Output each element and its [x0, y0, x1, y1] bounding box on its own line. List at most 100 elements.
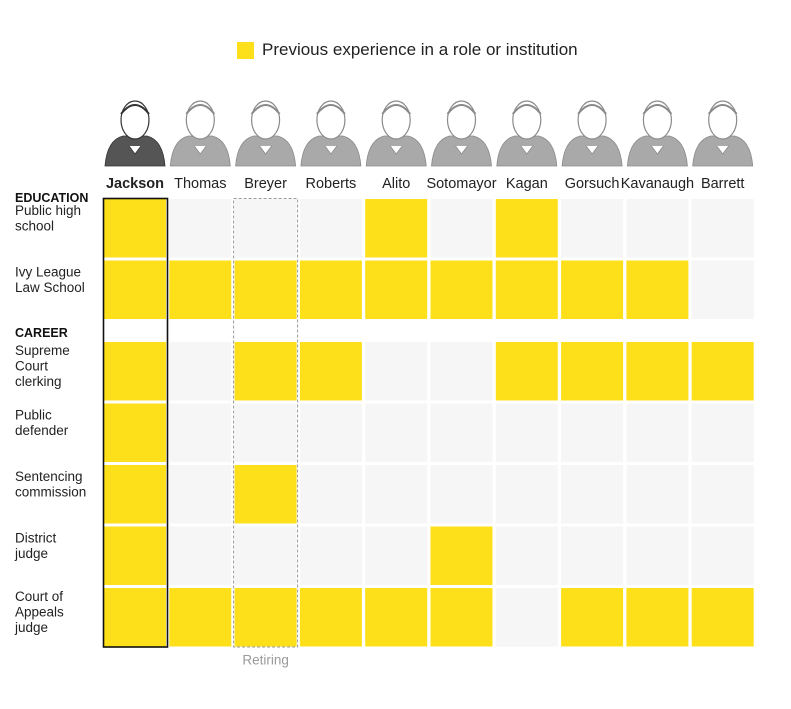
cell-roberts-1-4: [299, 588, 362, 647]
portrait-gorsuch: [561, 100, 623, 167]
cell-breyer-0-1: [234, 260, 297, 319]
cell-alito-1-2: [365, 465, 428, 524]
cell-thomas-1-1: [169, 403, 232, 462]
column-name-kavanaugh: Kavanaugh: [621, 176, 694, 192]
cell-jackson-1-3: [104, 526, 166, 585]
cell-sotomayor-1-0: [430, 342, 493, 401]
cell-breyer-1-4: [234, 588, 297, 647]
cell-kagan-1-4: [495, 588, 558, 647]
cell-gorsuch-1-2: [561, 465, 624, 524]
cell-barrett-1-1: [691, 403, 754, 462]
portrait-sotomayor: [431, 100, 492, 167]
cell-kagan-0-0: [495, 199, 558, 258]
cell-jackson-1-4: [104, 588, 166, 647]
cell-thomas-1-2: [169, 465, 232, 524]
cell-barrett-1-0: [691, 342, 754, 401]
cell-roberts-1-1: [299, 403, 362, 462]
cell-roberts-1-3: [299, 526, 362, 585]
cell-thomas-0-0: [169, 199, 232, 258]
column-name-jackson: Jackson: [106, 176, 164, 192]
cell-jackson-1-0: [104, 342, 166, 401]
cell-kavanaugh-0-0: [626, 199, 689, 258]
cell-sotomayor-1-2: [430, 465, 493, 524]
cell-roberts-0-1: [299, 260, 362, 319]
column-name-thomas: Thomas: [174, 176, 226, 192]
column-name-alito: Alito: [382, 176, 410, 192]
cell-breyer-1-0: [234, 342, 297, 401]
retiring-label: Retiring: [242, 653, 289, 668]
cell-sotomayor-1-1: [430, 403, 493, 462]
cell-alito-1-3: [365, 526, 428, 585]
cell-kagan-1-2: [495, 465, 558, 524]
cell-kagan-1-1: [495, 403, 558, 462]
cell-sotomayor-1-3: [430, 526, 493, 585]
row-label: Public high school: [15, 203, 81, 234]
cell-kavanaugh-0-1: [626, 260, 689, 319]
cell-kavanaugh-1-2: [626, 465, 689, 524]
cell-barrett-1-2: [691, 465, 754, 524]
cell-kavanaugh-1-0: [626, 342, 689, 401]
column-name-barrett: Barrett: [701, 176, 745, 192]
row-label: Supreme Court clerking: [15, 343, 70, 389]
column-name-roberts: Roberts: [306, 176, 357, 192]
cell-alito-1-0: [365, 342, 428, 401]
portrait-roberts: [300, 100, 362, 167]
cell-gorsuch-1-0: [561, 342, 624, 401]
legend: Previous experience in a role or institu…: [237, 38, 578, 62]
cell-gorsuch-1-1: [561, 403, 624, 462]
cell-thomas-1-4: [169, 588, 232, 647]
cell-roberts-0-0: [299, 199, 362, 258]
cell-breyer-1-2: [234, 465, 297, 524]
cell-kagan-1-0: [495, 342, 558, 401]
cell-sotomayor-0-0: [430, 199, 493, 258]
column-name-gorsuch: Gorsuch: [565, 176, 620, 192]
cell-kavanaugh-1-4: [626, 588, 689, 647]
portrait-kavanaugh: [626, 100, 688, 167]
section-label-education: EDUCATION: [15, 191, 88, 205]
cell-roberts-1-2: [299, 465, 362, 524]
cell-thomas-1-3: [169, 526, 232, 585]
cell-thomas-1-0: [169, 342, 232, 401]
cell-kavanaugh-1-3: [626, 526, 689, 585]
cell-gorsuch-0-0: [561, 199, 624, 258]
cell-breyer-1-3: [234, 526, 297, 585]
cell-kavanaugh-1-1: [626, 403, 689, 462]
cell-breyer-0-0: [234, 199, 297, 258]
portrait-breyer: [235, 100, 297, 167]
portrait-barrett: [692, 100, 754, 167]
cell-jackson-1-2: [104, 465, 166, 524]
cell-sotomayor-1-4: [430, 588, 493, 647]
legend-swatch: [237, 41, 254, 59]
legend-label: Previous experience in a role or institu…: [262, 40, 578, 59]
row-label: Sentencing commission: [15, 469, 86, 500]
cell-alito-1-1: [365, 403, 428, 462]
cell-barrett-1-4: [691, 588, 754, 647]
cell-gorsuch-0-1: [561, 260, 624, 319]
column-name-kagan: Kagan: [506, 176, 548, 192]
cell-barrett-0-0: [691, 199, 754, 258]
portrait-alito: [365, 100, 427, 167]
row-label: Public defender: [15, 408, 69, 439]
cell-gorsuch-1-4: [561, 588, 624, 647]
cell-sotomayor-0-1: [430, 260, 493, 319]
cell-alito-1-4: [365, 588, 428, 647]
column-name-breyer: Breyer: [244, 176, 287, 192]
portrait-thomas: [169, 100, 231, 167]
row-label: Court of Appeals judge: [14, 589, 64, 635]
cell-kagan-1-3: [495, 526, 558, 585]
cell-barrett-1-3: [691, 526, 754, 585]
cell-jackson-0-0: [104, 199, 166, 258]
portrait-kagan: [496, 100, 558, 167]
retiring-column-border: [233, 198, 299, 648]
portrait-jackson: [104, 100, 166, 167]
cell-alito-0-1: [365, 260, 428, 319]
column-name-sotomayor: Sotomayor: [426, 176, 496, 192]
cell-roberts-1-0: [299, 342, 362, 401]
cell-jackson-0-1: [104, 260, 166, 319]
cell-barrett-0-1: [691, 260, 754, 319]
cell-kagan-0-1: [495, 260, 558, 319]
row-label: Ivy League Law School: [15, 265, 85, 296]
cell-gorsuch-1-3: [561, 526, 624, 585]
row-label: District judge: [14, 531, 56, 562]
